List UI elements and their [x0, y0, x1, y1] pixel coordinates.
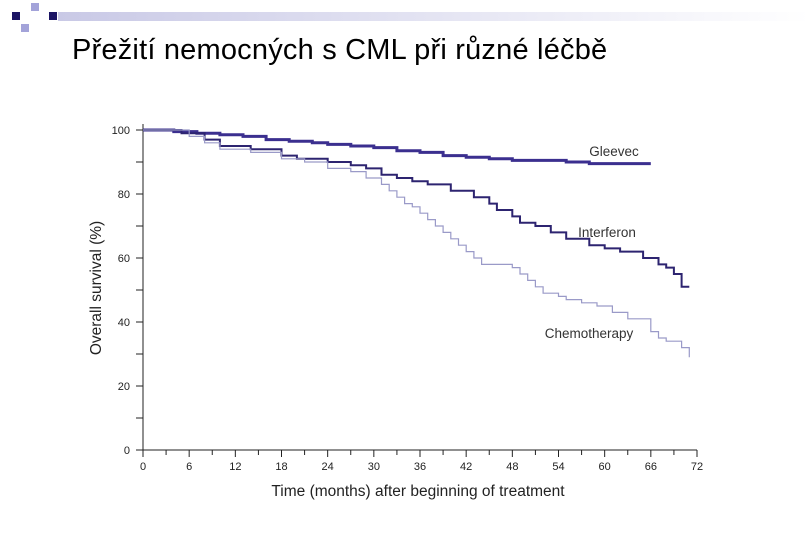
decor-square-light-1: [31, 3, 39, 11]
x-tick-label: 66: [645, 461, 657, 473]
chart-labels: Time (months) after beginning of treatme…: [88, 144, 639, 500]
y-tick-label: 0: [124, 445, 130, 457]
series-lines: [143, 128, 690, 358]
series-label-interferon: Interferon: [578, 225, 636, 240]
y-tick-label: 20: [118, 381, 130, 393]
series-line-chemotherapy: [143, 129, 690, 358]
decor-square-dark-2: [49, 12, 57, 20]
y-axis-label: Overall survival (%): [88, 221, 105, 355]
axes: 0 20 40 60 80 100 0 6 12 18 24 30 36 42 48 54 60 66 72: [112, 124, 703, 473]
x-tick-label: 54: [552, 461, 564, 473]
decor-gradient-bar: [58, 12, 810, 21]
x-tick-label: 60: [599, 461, 611, 473]
x-tick-label: 72: [691, 461, 703, 473]
x-tick-label: 0: [140, 461, 146, 473]
decor-square-dark-1: [12, 12, 20, 20]
x-tick-label: 36: [414, 461, 426, 473]
x-tick-label: 6: [186, 461, 192, 473]
x-axis-label: Time (months) after beginning of treatme…: [271, 483, 565, 500]
decor-square-light-2: [21, 24, 29, 32]
x-tick-label: 30: [368, 461, 380, 473]
x-tick-label: 18: [275, 461, 287, 473]
x-tick-label: 12: [229, 461, 241, 473]
y-tick-label: 100: [112, 125, 130, 137]
slide-title: Přežití nemocných s CML při různé léčbě: [72, 34, 608, 66]
series-label-chemotherapy: Chemotherapy: [545, 326, 634, 341]
x-tick-label: 42: [460, 461, 472, 473]
title-decoration: [12, 3, 810, 32]
y-tick-label: 80: [118, 189, 130, 201]
series-line-interferon: [143, 129, 690, 288]
x-tick-label: 48: [506, 461, 518, 473]
series-line-gleevec: [143, 128, 651, 166]
x-tick-label: 24: [322, 461, 334, 473]
y-tick-label: 60: [118, 253, 130, 265]
series-label-gleevec: Gleevec: [589, 144, 639, 159]
y-tick-label: 40: [118, 317, 130, 329]
